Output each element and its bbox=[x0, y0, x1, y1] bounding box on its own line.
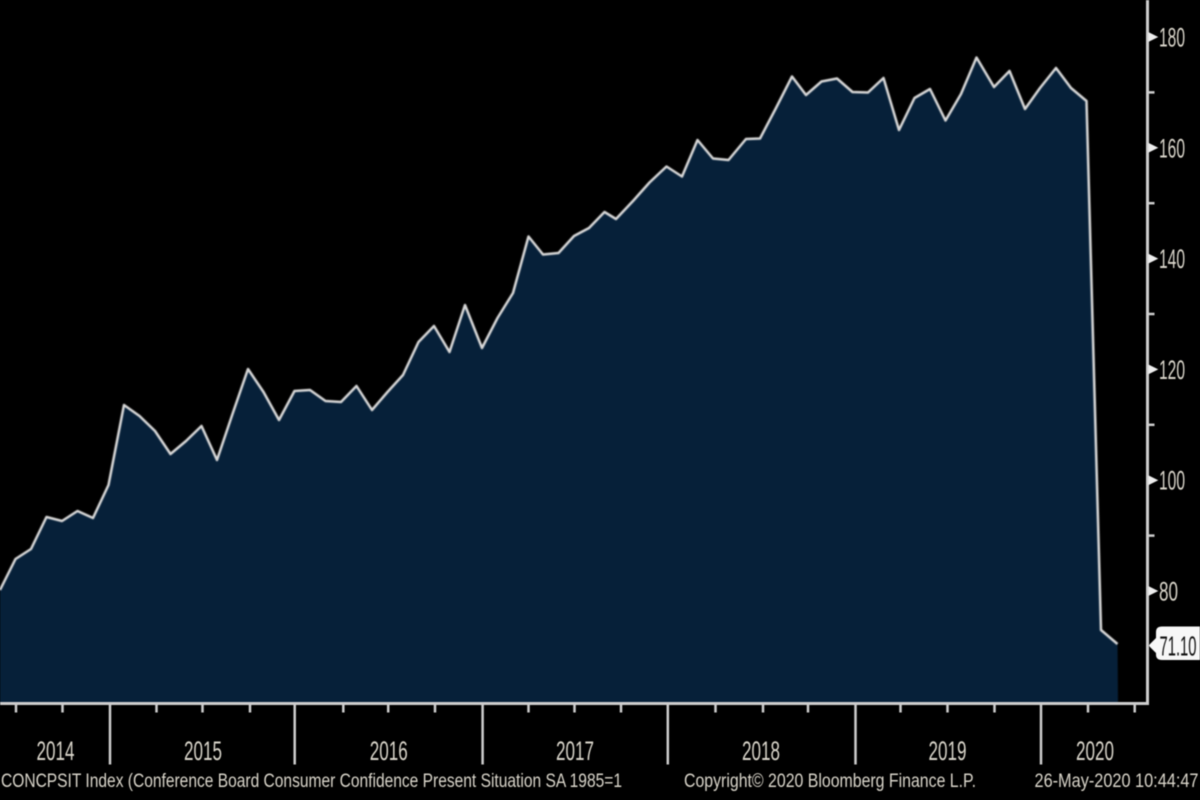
svg-text:2015: 2015 bbox=[184, 736, 222, 766]
svg-text:180: 180 bbox=[1159, 23, 1185, 53]
svg-text:120: 120 bbox=[1159, 355, 1185, 385]
svg-text:160: 160 bbox=[1159, 133, 1185, 163]
svg-text:2017: 2017 bbox=[556, 736, 594, 766]
svg-text:2018: 2018 bbox=[742, 736, 780, 766]
svg-text:Copyright© 2020 Bloomberg Fina: Copyright© 2020 Bloomberg Finance L.P. bbox=[684, 770, 976, 792]
svg-text:100: 100 bbox=[1159, 466, 1185, 496]
svg-text:2016: 2016 bbox=[370, 736, 408, 766]
svg-text:2014: 2014 bbox=[37, 736, 75, 766]
svg-text:2019: 2019 bbox=[929, 736, 967, 766]
svg-text:2020: 2020 bbox=[1076, 736, 1114, 766]
svg-text:80: 80 bbox=[1159, 577, 1178, 607]
svg-text:140: 140 bbox=[1159, 244, 1185, 274]
svg-text:71.10: 71.10 bbox=[1160, 631, 1197, 662]
svg-text:26-May-2020 10:44:47: 26-May-2020 10:44:47 bbox=[1035, 770, 1199, 792]
svg-text:CONCPSIT Index (Conference Boa: CONCPSIT Index (Conference Board Consume… bbox=[1, 770, 622, 792]
